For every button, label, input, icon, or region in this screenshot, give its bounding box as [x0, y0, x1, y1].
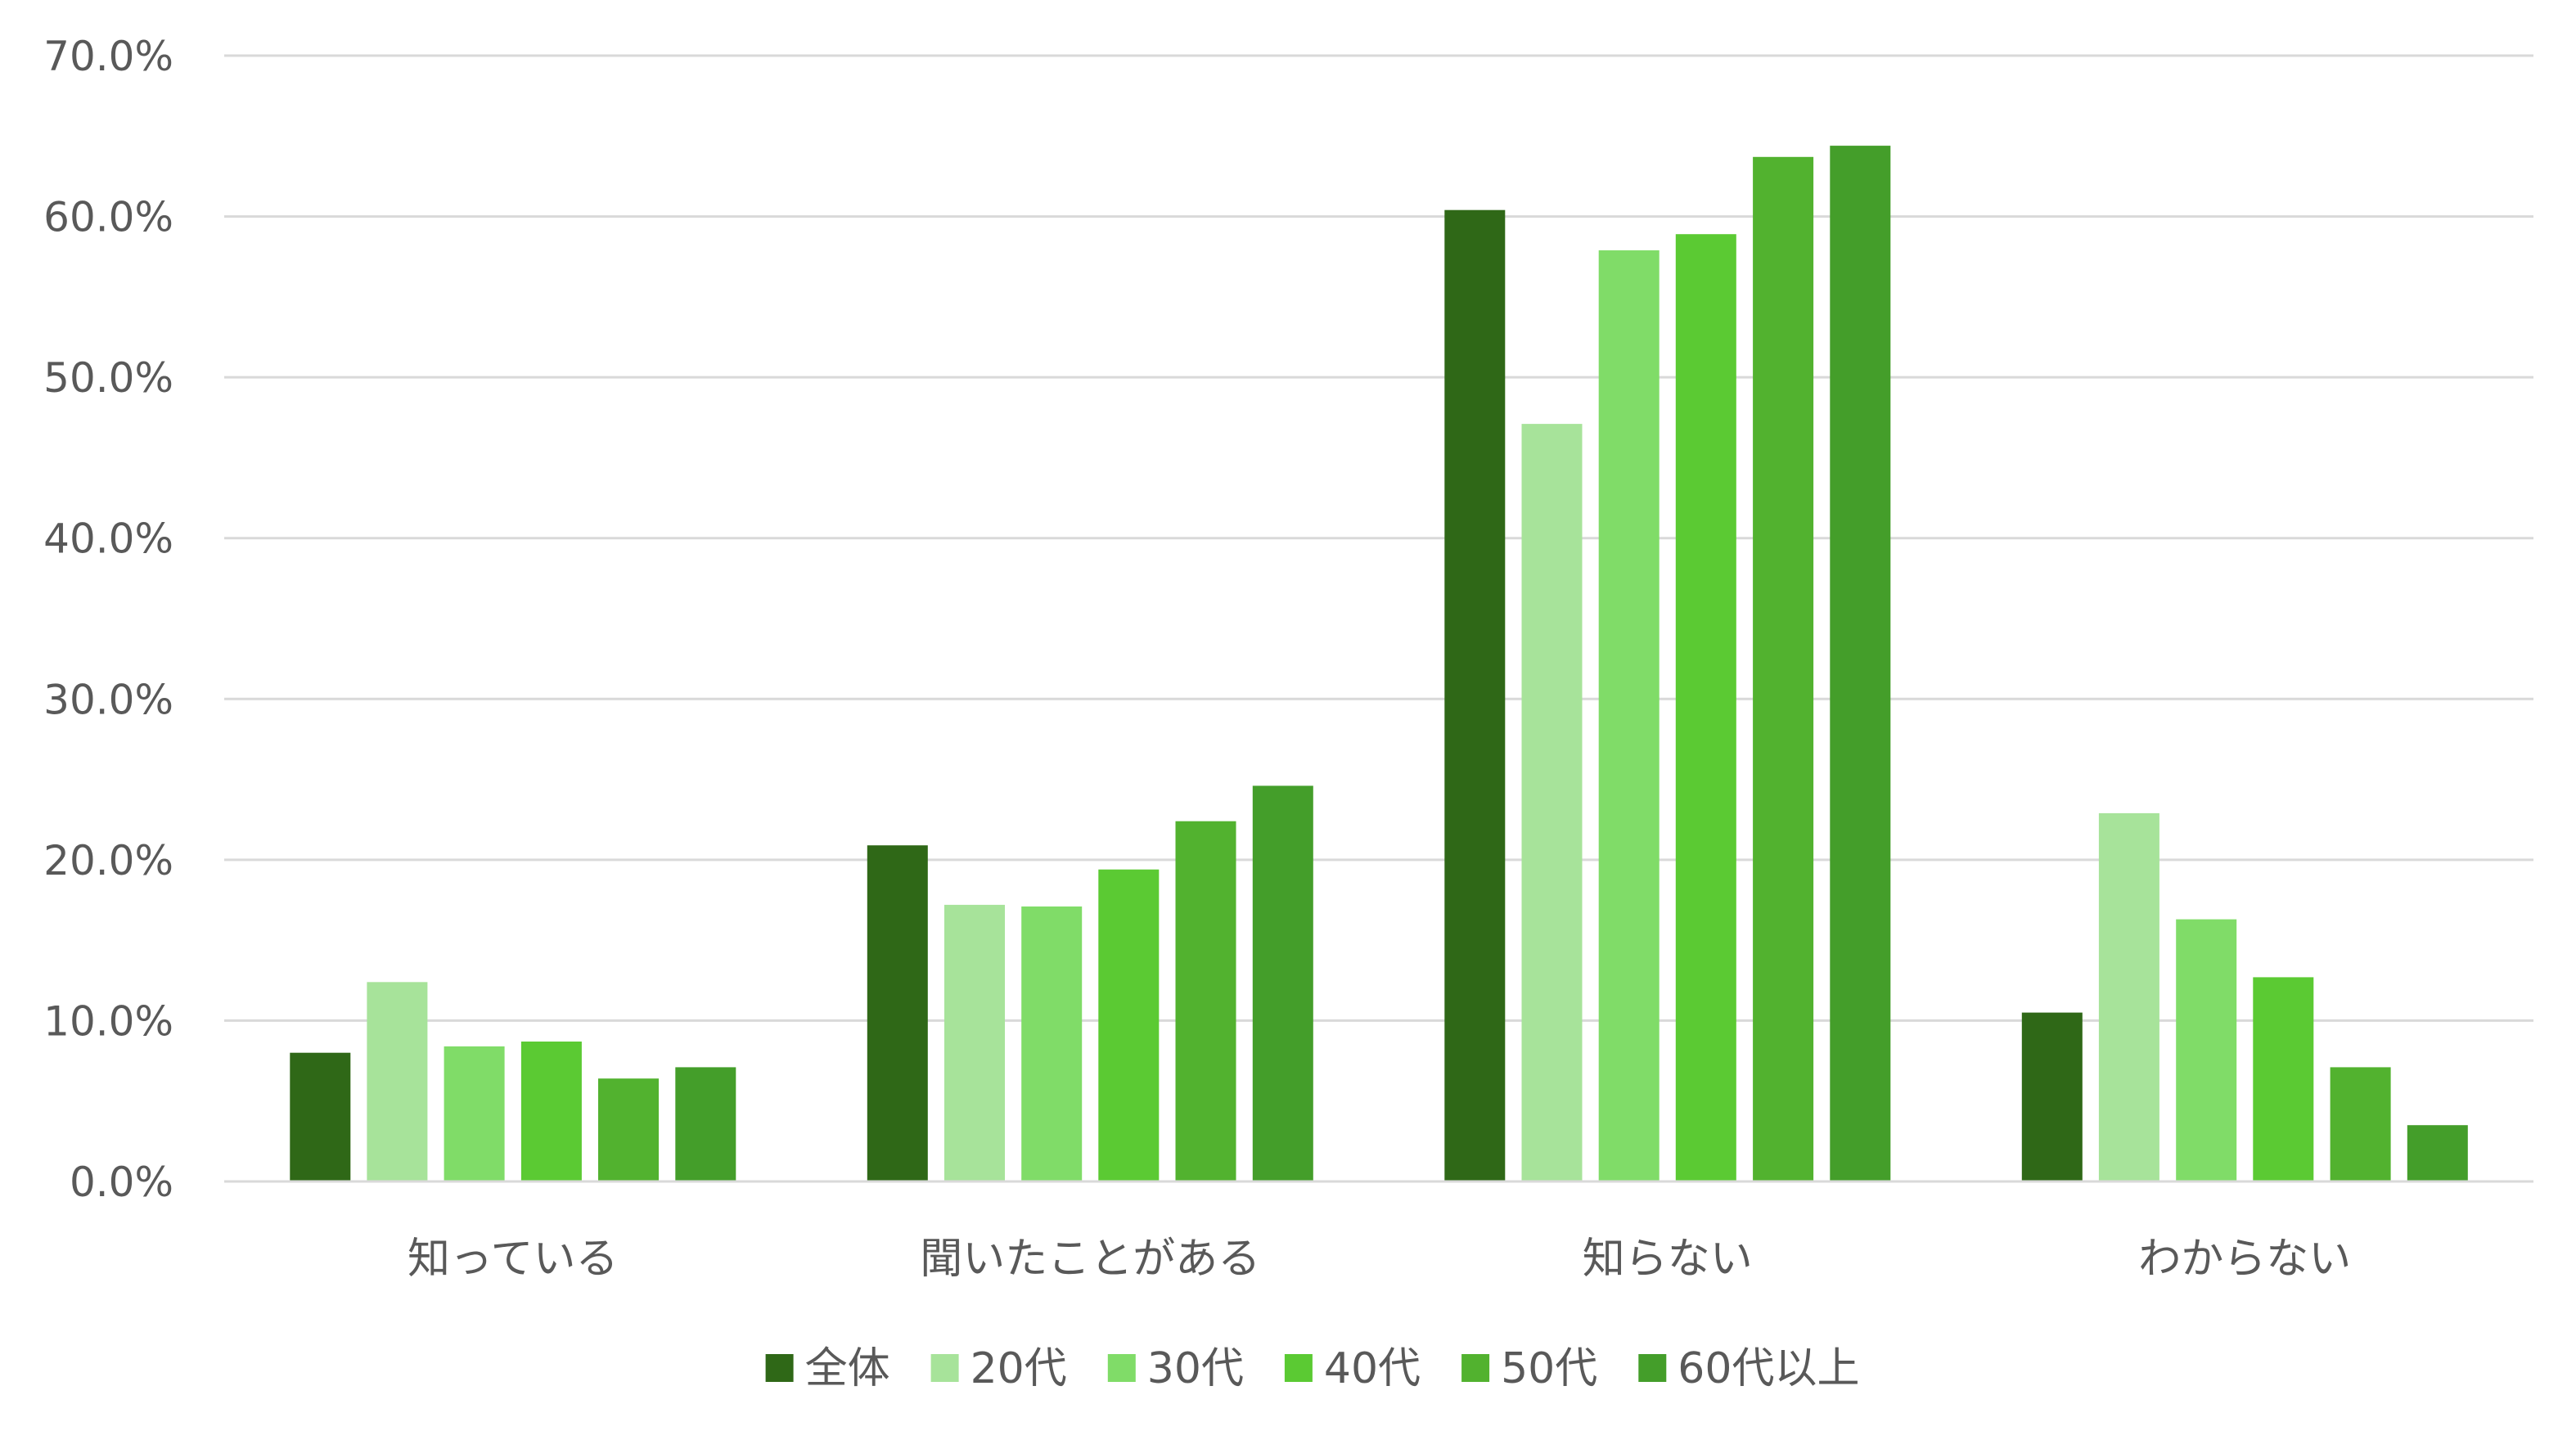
bar-3-series-6 — [1830, 146, 1891, 1182]
y-tick-label: 20.0% — [43, 837, 173, 884]
bar-3-series-2 — [1521, 424, 1583, 1181]
bar-1-series-3 — [444, 1046, 505, 1181]
y-axis-tick-labels: 0.0% 10.0% 20.0% 30.0% 40.0% 50.0% 60.0% 70.0% — [43, 33, 173, 1206]
legend-label: 全体 — [805, 1344, 890, 1393]
bar-1-series-4 — [520, 1042, 582, 1181]
legend-label: 50代 — [1501, 1344, 1597, 1393]
x-category-label: わからない — [2138, 1235, 2351, 1284]
x-axis-category-labels: 知っている 聞いたことがある 知らない わからない — [408, 1235, 2351, 1284]
legend-swatch — [1638, 1354, 1667, 1382]
y-tick-label: 40.0% — [43, 515, 173, 563]
legend-item: 40代 — [1284, 1344, 1421, 1393]
x-category-label: 聞いたことがある — [920, 1235, 1260, 1284]
y-tick-label: 70.0% — [43, 33, 173, 80]
x-category-label: 知らない — [1583, 1235, 1753, 1284]
legend-label: 40代 — [1324, 1344, 1421, 1393]
legend-label: 30代 — [1147, 1344, 1244, 1393]
legend-label: 60代以上 — [1678, 1344, 1859, 1393]
legend-item: 30代 — [1107, 1344, 1244, 1393]
bars — [290, 146, 2468, 1182]
bar-2-series-6 — [1252, 785, 1313, 1181]
legend-swatch — [1107, 1354, 1136, 1382]
bar-2-series-2 — [944, 904, 1005, 1181]
bar-4-series-2 — [2098, 812, 2159, 1181]
bar-3-series-1 — [1444, 209, 1506, 1182]
gridlines — [224, 54, 2533, 1022]
x-category-label: 知っている — [408, 1235, 618, 1284]
bar-4-series-4 — [2253, 977, 2314, 1181]
bar-1-series-6 — [675, 1067, 736, 1181]
bar-4-series-5 — [2330, 1067, 2391, 1181]
y-tick-label: 50.0% — [43, 354, 173, 402]
bar-1-series-1 — [290, 1052, 351, 1181]
legend: 全体 20代 30代 40代 50代 60代以上 — [765, 1344, 1859, 1393]
legend-swatch — [1284, 1354, 1313, 1382]
y-tick-label: 10.0% — [43, 997, 173, 1045]
y-tick-label: 60.0% — [43, 194, 173, 241]
legend-swatch — [1461, 1354, 1490, 1382]
bar-1-series-2 — [367, 982, 428, 1181]
bar-2-series-4 — [1098, 869, 1160, 1181]
bar-4-series-6 — [2407, 1125, 2468, 1181]
legend-item: 60代以上 — [1638, 1344, 1859, 1393]
legend-item: 全体 — [765, 1344, 890, 1393]
bar-2-series-3 — [1021, 906, 1083, 1181]
bar-2-series-5 — [1175, 821, 1236, 1181]
legend-item: 20代 — [930, 1344, 1067, 1393]
bar-3-series-5 — [1753, 156, 1814, 1181]
bar-2-series-1 — [867, 845, 928, 1181]
bar-4-series-3 — [2176, 919, 2237, 1181]
bar-3-series-3 — [1598, 250, 1660, 1181]
legend-swatch — [765, 1354, 794, 1382]
bar-1-series-5 — [598, 1078, 659, 1181]
y-tick-label: 30.0% — [43, 676, 173, 723]
bar-3-series-4 — [1675, 234, 1736, 1182]
legend-item: 50代 — [1461, 1344, 1597, 1393]
y-tick-label: 0.0% — [70, 1159, 173, 1206]
legend-label: 20代 — [971, 1344, 1067, 1393]
bar-4-series-1 — [2021, 1012, 2083, 1181]
legend-swatch — [930, 1354, 959, 1382]
